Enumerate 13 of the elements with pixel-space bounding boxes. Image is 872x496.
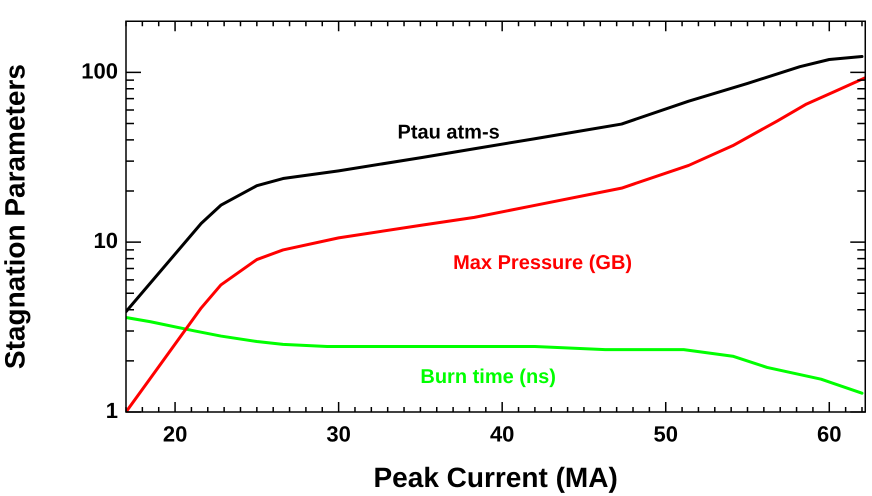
x-tick-label: 20 (162, 421, 188, 446)
y-tick-label: 1 (106, 398, 118, 424)
x-axis-title: Peak Current (MA) (374, 462, 618, 493)
x-tick-label: 50 (653, 421, 678, 446)
series-label: Burn time (ns) (420, 366, 556, 388)
y-axis-title: Stagnation Parameters (0, 64, 31, 370)
series-label: Ptau atm-s (398, 121, 500, 144)
y-tick-label: 10 (94, 228, 118, 254)
x-tick-label: 30 (326, 421, 351, 446)
series-label: Max Pressure (GB) (453, 252, 632, 274)
y-tick-label: 100 (81, 58, 118, 84)
x-tick-label: 40 (490, 421, 514, 446)
x-tick-label: 60 (817, 421, 842, 446)
